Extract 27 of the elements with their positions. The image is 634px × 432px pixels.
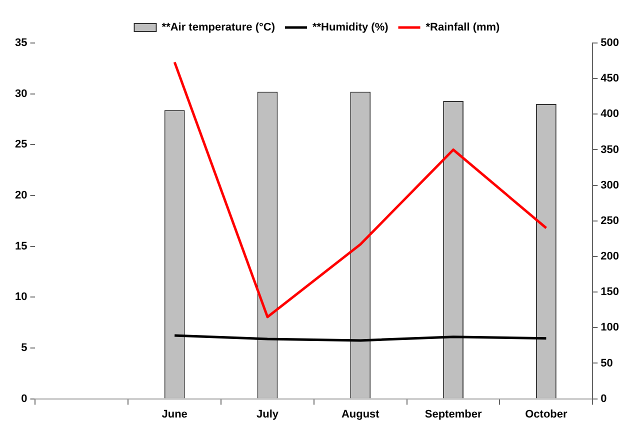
x-tick-label: August (341, 408, 380, 420)
y-tick-label: 5 (21, 342, 28, 354)
x-tick-label: September (424, 408, 482, 420)
legend-label: **Humidity (%) (312, 22, 389, 34)
y-tick-label: 0 (21, 392, 28, 405)
y2-tick-label: 150 (600, 286, 620, 298)
y2-tick-label: 450 (600, 72, 620, 85)
y2-tick-label: 250 (600, 214, 620, 227)
x-tick-label: October (525, 408, 568, 420)
y2-tick-label: 50 (600, 357, 613, 370)
legend-label: **Air temperature (°C) (162, 22, 276, 34)
y-tick-label: 20 (14, 190, 28, 202)
y-tick-label: 35 (14, 37, 28, 50)
y-tick-label: 30 (14, 88, 28, 100)
y2-tick-label: 300 (600, 179, 620, 192)
y2-tick-label: 100 (600, 322, 620, 334)
y-tick-label: 15 (14, 240, 28, 252)
y2-tick-label: 350 (600, 144, 620, 156)
y2-tick-label: 400 (600, 108, 620, 120)
y-tick-label: 10 (14, 291, 28, 304)
y2-tick-label: 200 (600, 250, 620, 263)
y2-tick-label: 500 (600, 37, 620, 50)
x-tick-label: June (162, 408, 188, 420)
y2-tick-label: 0 (600, 392, 607, 405)
legend-label: *Rainfall (mm) (426, 22, 500, 34)
y-tick-label: 25 (14, 138, 28, 151)
x-tick-label: July (256, 408, 280, 420)
